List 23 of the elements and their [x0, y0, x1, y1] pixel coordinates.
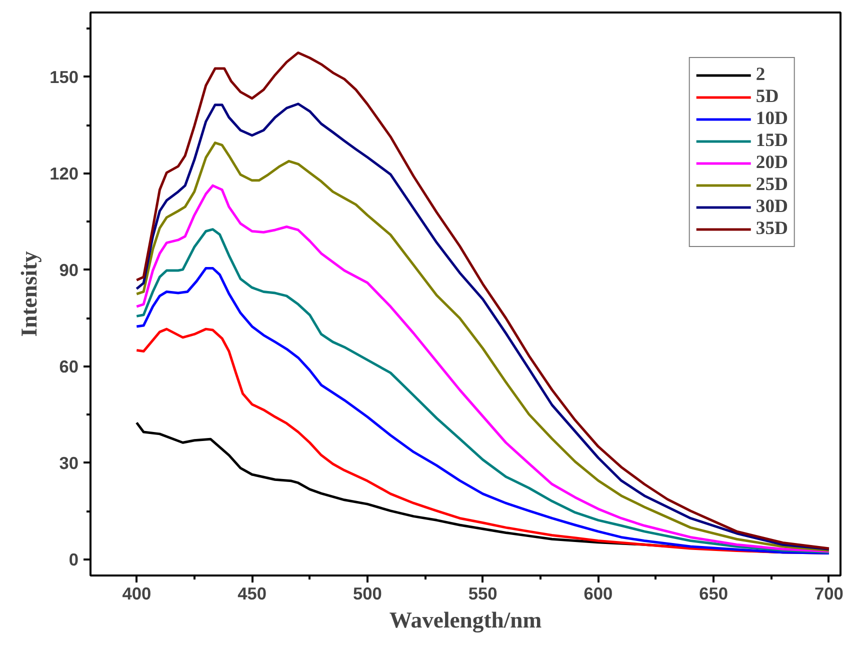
y-tick-label: 150 — [50, 66, 79, 87]
legend-label: 15D — [756, 130, 788, 152]
y-tick-label: 30 — [59, 452, 79, 473]
y-tick-label: 60 — [59, 356, 79, 376]
x-tick-label: 400 — [122, 584, 152, 604]
legend-label: 10D — [756, 108, 788, 130]
x-axis-title: Wavelength/nm — [389, 608, 542, 632]
x-tick-label: 700 — [814, 584, 844, 604]
legend-label: 30D — [756, 196, 788, 218]
x-tick-label: 650 — [699, 584, 728, 604]
x-tick-label: 600 — [584, 584, 613, 604]
y-tick-label: 90 — [59, 260, 79, 280]
y-tick-label: 120 — [50, 163, 79, 184]
x-tick-label: 550 — [468, 584, 498, 604]
legend-label: 5D — [756, 86, 779, 108]
x-tick-label: 450 — [238, 584, 267, 604]
y-tick-label: 0 — [68, 549, 79, 570]
y-axis-title: Intensity — [16, 250, 42, 337]
x-tick-label: 500 — [352, 584, 382, 604]
legend-label: 25D — [756, 174, 788, 196]
legend-label: 2 — [756, 64, 766, 86]
legend-label: 20D — [756, 152, 788, 174]
legend-label: 35D — [756, 218, 788, 240]
